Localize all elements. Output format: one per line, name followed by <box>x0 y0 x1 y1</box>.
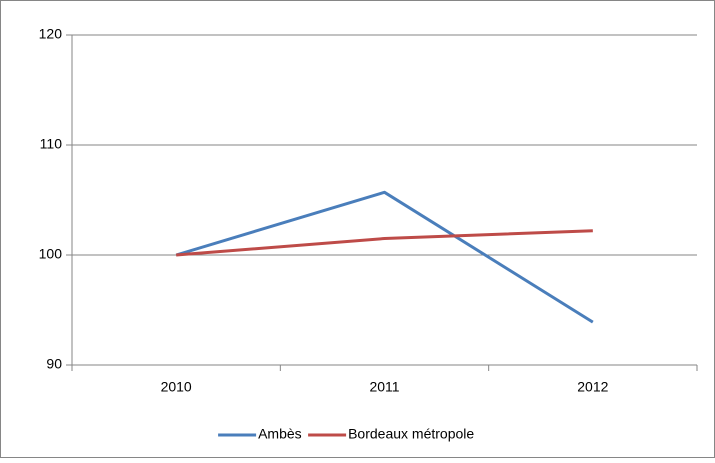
x-tick-label: 2010 <box>161 379 192 395</box>
x-tick-label: 2012 <box>577 379 608 395</box>
line-series <box>175 190 594 324</box>
legend-label: Bordeaux métropole <box>348 426 474 442</box>
y-tick-label: 120 <box>39 26 63 42</box>
legend-label: Ambès <box>258 426 302 442</box>
x-tick-label: 2011 <box>369 379 399 395</box>
line-series <box>176 229 593 257</box>
y-tick-label: 100 <box>39 246 63 262</box>
y-tick-label: 90 <box>46 356 62 372</box>
y-tick-label: 110 <box>40 136 63 152</box>
